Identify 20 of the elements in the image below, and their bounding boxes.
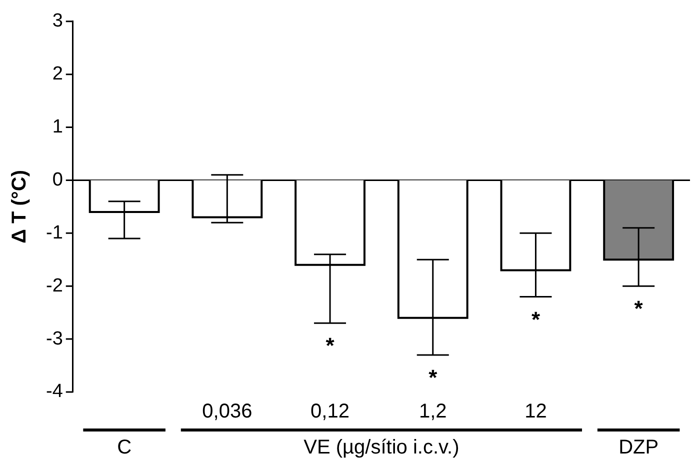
y-tick-label: -1 xyxy=(46,222,63,244)
x-tick-label: DZP xyxy=(618,436,659,459)
annotation: * xyxy=(428,365,438,390)
y-axis-title: Δ T (°C) xyxy=(8,170,31,244)
y-tick-label: 3 xyxy=(52,10,63,32)
x-tick-label: 0,12 xyxy=(310,400,350,423)
y-tick-label: -2 xyxy=(46,275,63,296)
y-tick-label: 0 xyxy=(52,169,63,190)
x-tick-label: 1,2 xyxy=(418,400,447,423)
text: VE (µg/sítio i.c.v.) xyxy=(304,436,460,459)
x-tick-label: 0,036 xyxy=(202,400,252,423)
y-tick-label: 1 xyxy=(52,116,63,138)
annotation: * xyxy=(634,296,644,322)
annotation: * xyxy=(326,333,335,358)
y-tick-label: 2 xyxy=(52,64,63,85)
x-tick-label: C xyxy=(117,436,132,459)
y-tick-label: -3 xyxy=(46,328,63,350)
annotation: * xyxy=(531,306,540,332)
x-tick-label: 12 xyxy=(524,400,547,423)
y-tick-label: -4 xyxy=(46,381,64,402)
